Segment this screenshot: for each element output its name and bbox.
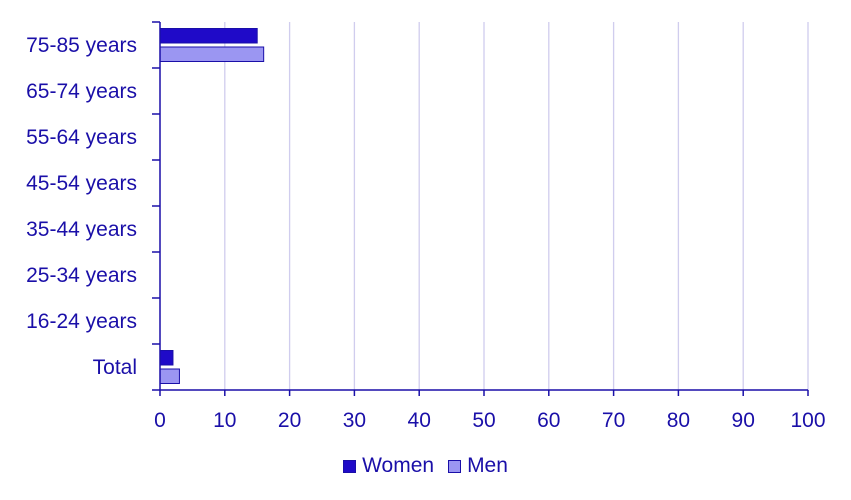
gridlines: [224, 22, 809, 390]
legend: Women Men: [0, 454, 851, 478]
category-label-2: 55-64 years: [26, 126, 137, 149]
x-tick-label-100: 100: [790, 409, 825, 432]
x-tick-label-90: 90: [732, 409, 755, 432]
x-tick-label-30: 30: [343, 409, 366, 432]
legend-swatch-men: [448, 459, 462, 473]
x-tick-label-20: 20: [278, 409, 301, 432]
bar-women-7: [159, 350, 174, 366]
x-tick-label-0: 0: [154, 409, 166, 432]
category-label-4: 35-44 years: [26, 218, 137, 241]
x-tick-label-70: 70: [602, 409, 625, 432]
x-tick-label-80: 80: [667, 409, 690, 432]
category-label-7: Total: [93, 356, 137, 379]
x-tick-label-40: 40: [408, 409, 431, 432]
legend-label-women: Women: [362, 454, 435, 477]
bars: [159, 28, 265, 384]
legend-swatch-women: [343, 459, 357, 473]
bar-women-0: [159, 28, 258, 44]
category-label-1: 65-74 years: [26, 80, 137, 103]
legend-label-men: Men: [467, 454, 508, 477]
labels: 0 10 20 30 40 50 60 70 80 90 100 75-85 years 65-74 y…: [26, 34, 825, 432]
x-tick-label-60: 60: [537, 409, 560, 432]
category-label-0: 75-85 years: [26, 34, 137, 57]
category-label-3: 45-54 years: [26, 172, 137, 195]
x-tick-label-10: 10: [213, 409, 236, 432]
legend-item-women: Women: [343, 454, 434, 478]
category-label-6: 16-24 years: [26, 310, 137, 333]
category-label-5: 25-34 years: [26, 264, 137, 287]
bar-men-7: [159, 368, 180, 384]
legend-item-men: Men: [448, 454, 508, 478]
x-tick-label-50: 50: [472, 409, 495, 432]
bar-men-0: [159, 46, 265, 62]
axes: [152, 21, 809, 396]
